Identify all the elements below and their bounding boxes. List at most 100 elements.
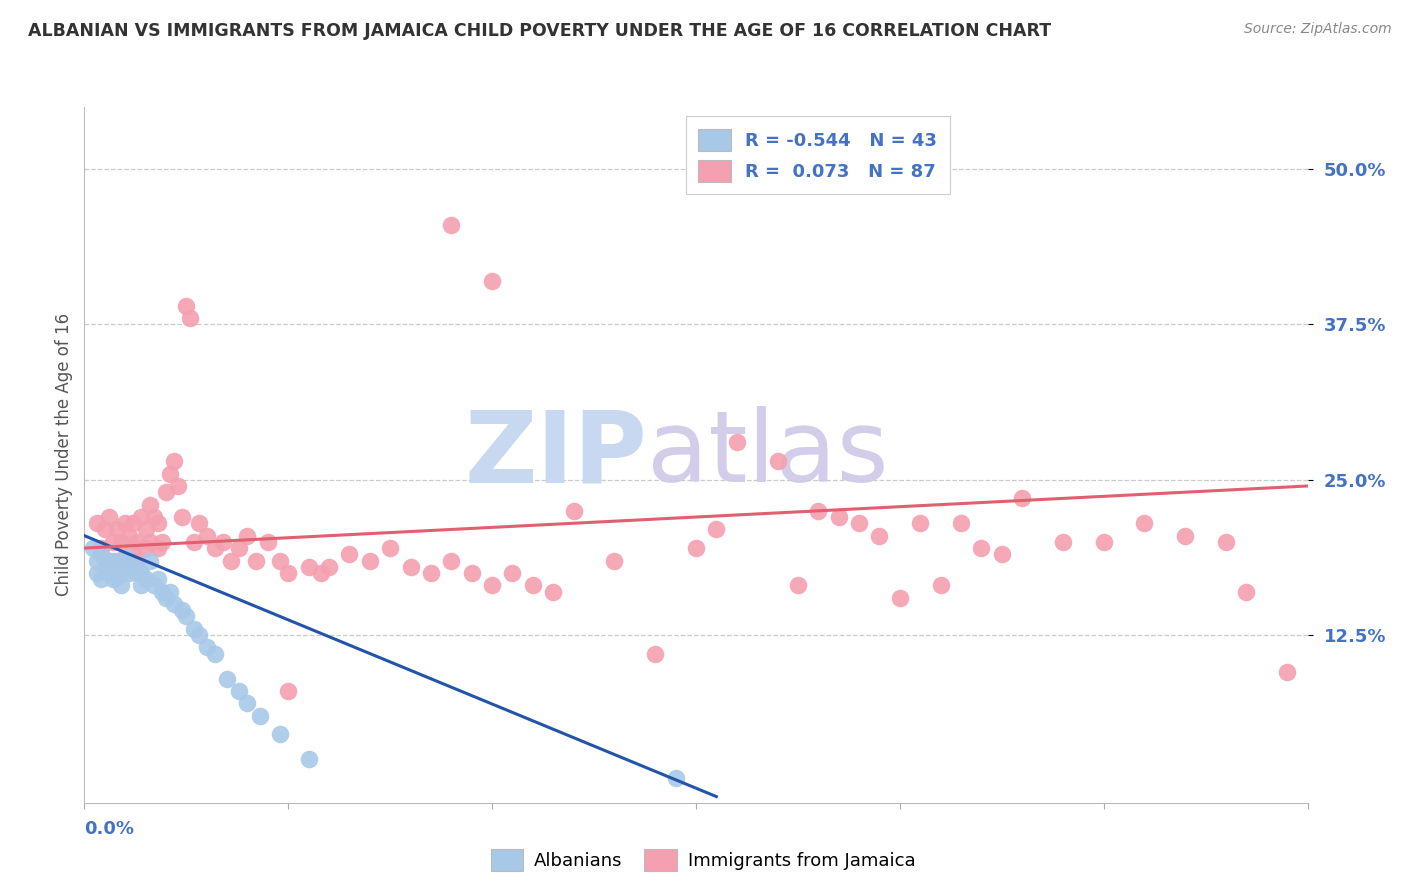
Legend: Albanians, Immigrants from Jamaica: Albanians, Immigrants from Jamaica bbox=[484, 842, 922, 879]
Point bbox=[172, 603, 194, 617]
Point bbox=[848, 516, 870, 531]
Point bbox=[131, 510, 153, 524]
Point bbox=[90, 547, 112, 561]
Point bbox=[135, 523, 157, 537]
Point bbox=[461, 566, 484, 580]
Point bbox=[93, 559, 115, 574]
Point bbox=[122, 541, 145, 555]
Point bbox=[90, 541, 112, 555]
Point bbox=[114, 553, 136, 567]
Point bbox=[114, 562, 136, 576]
Point bbox=[204, 541, 226, 555]
Point bbox=[664, 771, 686, 785]
Point bbox=[908, 516, 931, 531]
Point bbox=[138, 553, 160, 567]
Point bbox=[1011, 491, 1033, 506]
Point bbox=[110, 558, 132, 572]
Point bbox=[380, 541, 402, 555]
Point bbox=[501, 566, 523, 580]
Point bbox=[228, 541, 250, 555]
Point bbox=[187, 516, 209, 531]
Point bbox=[118, 529, 141, 543]
Point bbox=[93, 523, 115, 537]
Point bbox=[277, 684, 299, 698]
Point bbox=[562, 504, 585, 518]
Point bbox=[1174, 529, 1197, 543]
Point bbox=[174, 609, 197, 624]
Point bbox=[359, 553, 381, 567]
Point bbox=[187, 628, 209, 642]
Point bbox=[183, 622, 205, 636]
Point bbox=[101, 553, 124, 567]
Point bbox=[827, 510, 849, 524]
Point bbox=[318, 559, 340, 574]
Point bbox=[399, 559, 422, 574]
Y-axis label: Child Poverty Under the Age of 16: Child Poverty Under the Age of 16 bbox=[55, 313, 73, 597]
Point bbox=[97, 566, 120, 580]
Point bbox=[644, 647, 666, 661]
Point bbox=[138, 534, 160, 549]
Point bbox=[245, 553, 267, 567]
Legend: R = -0.544   N = 43, R =  0.073   N = 87: R = -0.544 N = 43, R = 0.073 N = 87 bbox=[686, 116, 950, 194]
Point bbox=[603, 553, 626, 567]
Point bbox=[991, 547, 1014, 561]
Point bbox=[82, 541, 104, 555]
Point bbox=[807, 504, 830, 518]
Point bbox=[105, 562, 128, 576]
Point bbox=[440, 218, 463, 232]
Point bbox=[138, 498, 160, 512]
Point bbox=[167, 479, 190, 493]
Point bbox=[97, 553, 120, 567]
Point bbox=[127, 553, 149, 567]
Point bbox=[929, 578, 952, 592]
Point bbox=[135, 541, 157, 555]
Point bbox=[309, 566, 332, 580]
Text: Source: ZipAtlas.com: Source: ZipAtlas.com bbox=[1244, 22, 1392, 37]
Point bbox=[277, 566, 299, 580]
Point bbox=[236, 697, 259, 711]
Point bbox=[105, 523, 128, 537]
Point bbox=[869, 529, 891, 543]
Point bbox=[159, 584, 181, 599]
Point bbox=[889, 591, 911, 605]
Point bbox=[420, 566, 443, 580]
Text: ALBANIAN VS IMMIGRANTS FROM JAMAICA CHILD POVERTY UNDER THE AGE OF 16 CORRELATIO: ALBANIAN VS IMMIGRANTS FROM JAMAICA CHIL… bbox=[28, 22, 1052, 40]
Point bbox=[163, 597, 186, 611]
Point bbox=[249, 708, 271, 723]
Point bbox=[155, 485, 177, 500]
Point bbox=[131, 578, 153, 592]
Text: 0.0%: 0.0% bbox=[84, 821, 135, 838]
Point bbox=[146, 572, 169, 586]
Point bbox=[236, 529, 259, 543]
Point bbox=[1133, 516, 1156, 531]
Point bbox=[86, 553, 108, 567]
Point bbox=[1215, 534, 1237, 549]
Point bbox=[122, 516, 145, 531]
Point bbox=[110, 534, 132, 549]
Point bbox=[195, 640, 218, 655]
Point bbox=[298, 559, 321, 574]
Point bbox=[228, 684, 250, 698]
Point bbox=[440, 553, 463, 567]
Point bbox=[150, 584, 173, 599]
Point bbox=[105, 570, 128, 584]
Point bbox=[150, 534, 173, 549]
Point bbox=[219, 553, 242, 567]
Point bbox=[163, 454, 186, 468]
Point bbox=[174, 299, 197, 313]
Point bbox=[90, 572, 112, 586]
Point bbox=[101, 534, 124, 549]
Point bbox=[105, 553, 128, 567]
Point bbox=[725, 435, 748, 450]
Point bbox=[766, 454, 789, 468]
Point bbox=[522, 578, 544, 592]
Point bbox=[114, 516, 136, 531]
Point bbox=[269, 553, 291, 567]
Point bbox=[142, 578, 165, 592]
Point bbox=[146, 516, 169, 531]
Point bbox=[122, 558, 145, 572]
Point bbox=[950, 516, 973, 531]
Point bbox=[97, 510, 120, 524]
Point bbox=[97, 553, 120, 567]
Point bbox=[543, 584, 565, 599]
